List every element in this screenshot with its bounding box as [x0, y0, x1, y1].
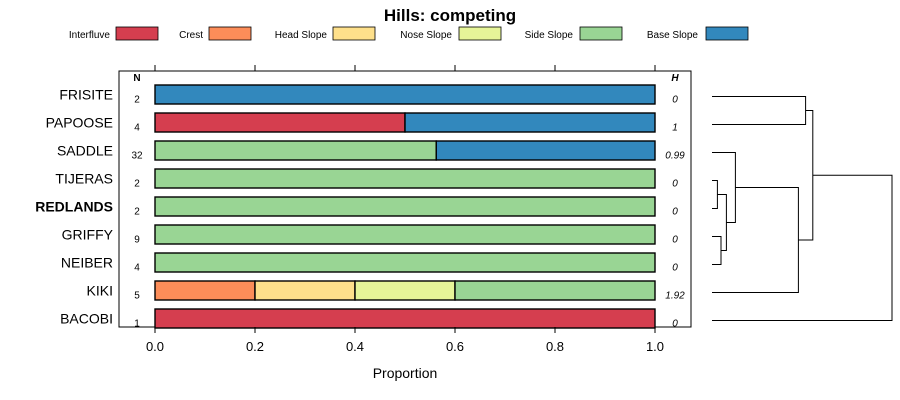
legend-label-base-slope: Base Slope [647, 30, 699, 41]
x-axis: 0.0 0.2 0.4 0.6 0.8 1.0 [146, 327, 664, 354]
bar-saddle-side-slope [154, 140, 437, 161]
bar-tijeras-side-slope [154, 168, 656, 189]
h-label-kiki: 1.92 [665, 291, 685, 302]
bar-bacobi-interfluve [154, 308, 656, 329]
dendrogram-link-5 [712, 96, 807, 125]
h-header: H [671, 73, 679, 84]
n-label-saddle: 32 [131, 151, 143, 162]
bar-neiber-side-slope [154, 252, 656, 273]
bar-redlands-side-slope [154, 196, 656, 217]
bar-kiki-head-slope [254, 280, 356, 301]
category-label-redlands: REDLANDS [35, 199, 113, 215]
h-labels: 0 1 0.99 0 0 0 0 1.92 0 [665, 95, 685, 330]
x-tick-label-0-2: 0.2 [246, 339, 264, 354]
dendrogram-link-4 [712, 187, 799, 293]
dendrogram-link-1 [712, 236, 722, 265]
category-label-frisite: FRISITE [59, 87, 113, 103]
x-tick-label-0-4: 0.4 [346, 339, 364, 354]
n-label-kiki: 5 [134, 291, 140, 302]
x-axis-title: Proportion [373, 365, 438, 381]
bar-frisite-base-slope [154, 84, 656, 105]
category-label-saddle: SADDLE [57, 143, 113, 159]
x-tick-label-0-8: 0.8 [546, 339, 564, 354]
legend-swatch-head-slope [332, 26, 376, 41]
dendrogram-link-3 [712, 152, 736, 223]
n-label-redlands: 2 [134, 207, 140, 218]
category-labels: FRISITE PAPOOSE SADDLE TIJERAS REDLANDS GRIFF… [35, 87, 113, 327]
bars [154, 84, 656, 329]
category-label-griffy: GRIFFY [62, 227, 114, 243]
legend-swatch-side-slope [579, 26, 623, 41]
n-label-bacobi: 1 [134, 319, 140, 330]
bar-kiki-nose-slope [354, 280, 456, 301]
n-label-frisite: 2 [134, 95, 140, 106]
category-label-tijeras: TIJERAS [55, 171, 113, 187]
n-label-griffy: 9 [134, 235, 140, 246]
legend-swatch-interfluve [115, 26, 159, 41]
h-label-bacobi: 0 [672, 319, 678, 330]
h-label-saddle: 0.99 [665, 151, 685, 162]
dendrogram-link-7 [712, 174, 893, 321]
bar-griffy-side-slope [154, 224, 656, 245]
x-tick-label-0-6: 0.6 [446, 339, 464, 354]
h-label-frisite: 0 [672, 95, 678, 106]
n-labels: 2 4 32 2 2 9 4 5 1 [131, 95, 143, 330]
h-label-griffy: 0 [672, 235, 678, 246]
h-label-neiber: 0 [672, 263, 678, 274]
bar-saddle-base-slope [435, 140, 656, 161]
n-label-neiber: 4 [134, 263, 140, 274]
category-label-neiber: NEIBER [61, 255, 113, 271]
bar-kiki-side-slope [454, 280, 656, 301]
dendrogram-link-2 [717, 194, 727, 251]
x-tick-label-0-0: 0.0 [146, 339, 164, 354]
bar-papoose-interfluve [154, 112, 406, 133]
chart-title: Hills: competing [384, 6, 516, 25]
dendrogram-link-0 [712, 180, 718, 209]
category-label-papoose: PAPOOSE [46, 115, 113, 131]
h-label-redlands: 0 [672, 207, 678, 218]
category-label-kiki: KIKI [87, 283, 113, 299]
legend-swatch-base-slope [705, 26, 749, 41]
n-label-papoose: 4 [134, 123, 140, 134]
legend-label-head-slope: Head Slope [275, 30, 328, 41]
legend-swatch-crest [208, 26, 252, 41]
h-label-tijeras: 0 [672, 179, 678, 190]
legend-label-nose-slope: Nose Slope [400, 30, 452, 41]
legend-label-crest: Crest [179, 30, 203, 41]
dendrogram-link-6 [798, 110, 814, 241]
legend: Interfluve Crest Head Slope Nose Slope Side … [69, 26, 749, 41]
h-label-papoose: 1 [672, 123, 678, 134]
bar-kiki-crest [154, 280, 256, 301]
dendrogram [712, 96, 893, 321]
legend-label-interfluve: Interfluve [69, 30, 111, 41]
legend-swatch-nose-slope [458, 26, 502, 41]
legend-label-side-slope: Side Slope [525, 30, 574, 41]
n-header: N [133, 73, 140, 84]
x-tick-label-1-0: 1.0 [646, 339, 664, 354]
top-ticks [154, 65, 656, 71]
bar-papoose-base-slope [404, 112, 656, 133]
n-label-tijeras: 2 [134, 179, 140, 190]
category-label-bacobi: BACOBI [60, 311, 113, 327]
